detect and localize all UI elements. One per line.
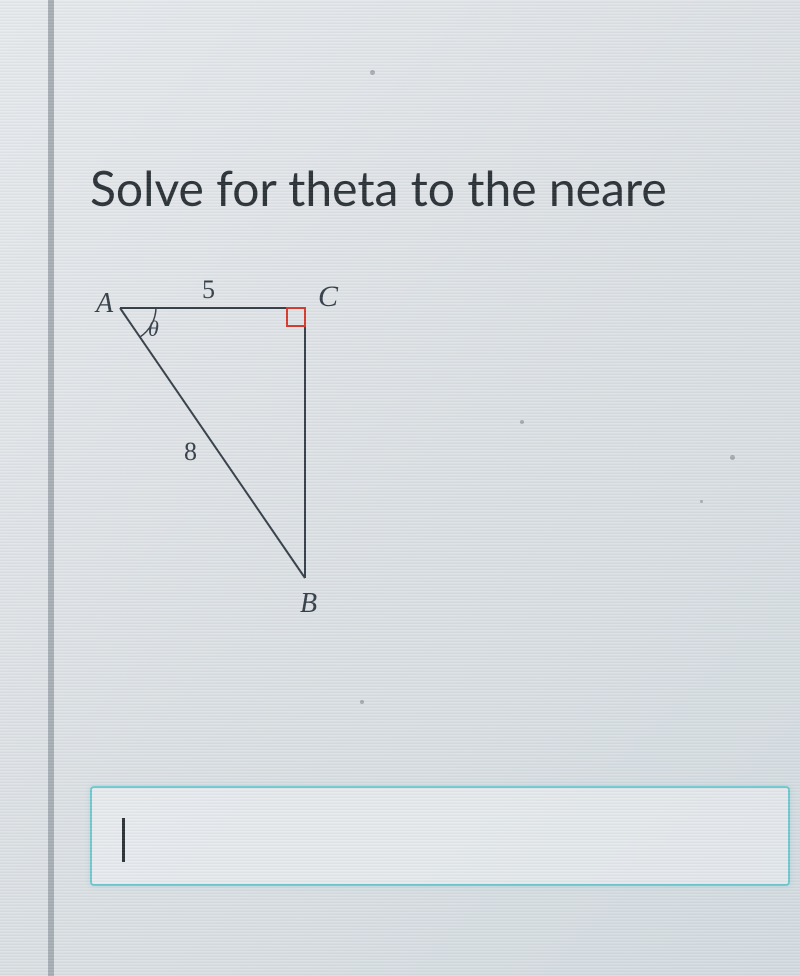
- answer-input[interactable]: [90, 786, 790, 886]
- side-ac-label: 5: [202, 275, 215, 304]
- vertex-b-label: B: [300, 588, 317, 619]
- speck: [370, 70, 375, 75]
- text-cursor: [122, 818, 125, 862]
- speck: [730, 455, 735, 460]
- side-ab-label: 8: [184, 437, 197, 466]
- vertex-c-label: C: [318, 280, 339, 313]
- question-text: Solve for theta to the neare: [90, 160, 667, 217]
- angle-theta-label: θ: [148, 316, 159, 341]
- side-ab: [120, 308, 305, 578]
- speck: [700, 500, 703, 503]
- triangle-outline: [120, 308, 305, 578]
- page-left-rule: [48, 0, 54, 976]
- speck: [520, 420, 524, 424]
- speck: [360, 700, 364, 704]
- vertex-a-label: A: [94, 288, 114, 319]
- triangle-diagram: A C B 5 8 θ: [90, 268, 410, 638]
- right-angle-marker: [287, 308, 305, 326]
